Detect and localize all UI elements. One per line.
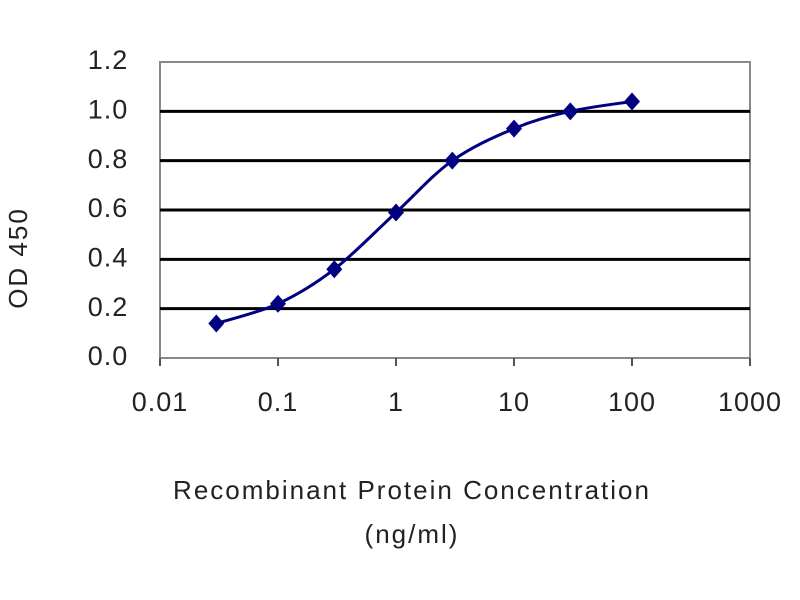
y-tick-label: 0.0 (88, 341, 129, 371)
x-axis-label: (ng/ml) (365, 519, 460, 549)
data-point (326, 260, 343, 279)
y-axis-label: OD 450 (3, 207, 33, 309)
data-point (624, 92, 640, 111)
x-tick-label: 1000 (718, 387, 782, 417)
y-tick-label: 1.0 (88, 94, 129, 124)
x-tick-label: 100 (608, 387, 656, 417)
x-tick-label: 10 (498, 387, 530, 417)
y-tick-label: 1.2 (88, 45, 129, 75)
data-point (506, 119, 522, 138)
x-tick-label: 0.1 (258, 387, 299, 417)
data-point (208, 314, 225, 333)
x-tick-label: 0.01 (132, 387, 189, 417)
x-tick-label: 1 (388, 387, 404, 417)
data-point (562, 102, 579, 121)
data-point (388, 203, 404, 222)
data-point (270, 294, 286, 313)
y-tick-label: 0.2 (88, 292, 129, 322)
y-tick-label: 0.8 (88, 144, 129, 174)
x-axis-label: Recombinant Protein Concentration (173, 475, 651, 505)
y-tick-label: 0.4 (88, 242, 129, 272)
data-point (444, 151, 461, 170)
y-tick-label: 0.6 (88, 193, 129, 223)
